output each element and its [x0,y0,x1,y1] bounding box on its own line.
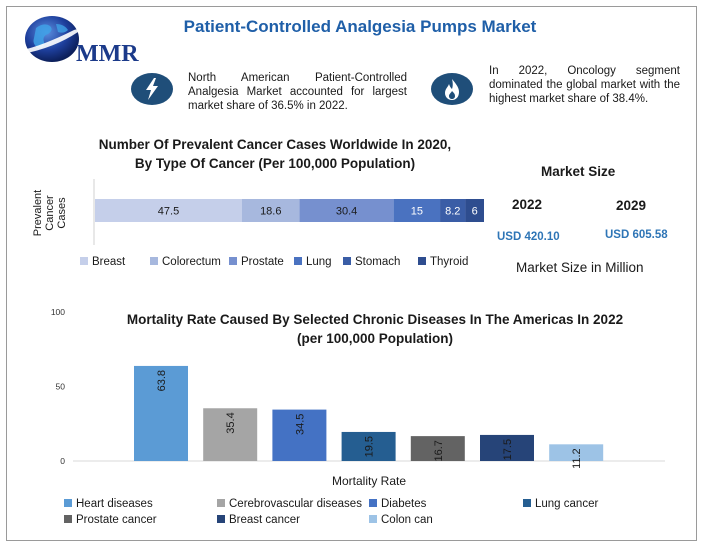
mortality-bar-label-diabetes: 34.5 [294,414,306,435]
mortality-bar-label-breast-cancer: 17.5 [502,439,514,460]
cancer-legend-label-thyroid: Thyroid [430,256,468,268]
mortality-legend-label-heart-diseases: Heart diseases [76,498,153,510]
cancer-chart-title-line-2: By Type Of Cancer (Per 100,000 Populatio… [134,156,416,171]
mortality-bar-cerebrovascular-diseases [203,408,258,461]
mortality-legend-swatch-lung-cancer [523,499,531,507]
mortality-bar-colon-can [549,444,604,461]
mortality-bar-label-lung-cancer: 19.5 [364,436,376,457]
market-size-unit: Market Size in Million [516,260,644,275]
cancer-bar-label-prostate: 30.4 [336,206,357,218]
lightning-icon [146,78,158,100]
cancer-bar-segment-prostate [299,199,394,222]
mortality-bar-diabetes [272,409,327,461]
mortality-legend-swatch-colon-can [369,515,377,523]
mortality-bar-label-colon-can: 11.2 [571,448,583,469]
cancer-legend-label-colorectum: Colorectum [162,256,221,268]
mortality-legend-label-lung-cancer: Lung cancer [535,498,598,510]
lightning-icon-badge [131,73,173,105]
cancer-bar-segment-stomach [440,199,466,222]
cancer-legend-swatch-thyroid [418,257,426,265]
cancer-legend-swatch-lung [294,257,302,265]
cancer-bar-segment-colorectum [241,199,300,222]
mortality-legend-swatch-breast-cancer [217,515,225,523]
mortality-legend-swatch-prostate-cancer [64,515,72,523]
mortality-bar-prostate-cancer [410,436,465,461]
cancer-bar-label-colorectum: 18.6 [260,206,281,218]
mortality-bar-label-prostate-cancer: 16.7 [433,440,445,461]
cancer-bar-label-stomach: 8.2 [445,206,460,218]
flame-icon [445,79,459,100]
mortality-ytick-100: 100 [51,307,65,317]
cancer-legend-swatch-breast [80,257,88,265]
mortality-bar-label-heart-diseases: 63.8 [156,370,168,391]
cancer-cases-chart: PrevalentCancerCases 47.5 18.6 30.4 15 8.2 6 Br… [32,179,484,268]
note-right: In 2022, Oncology segment dominated the … [489,65,680,105]
mortality-legend-swatch-cerebrovascular-diseases [217,499,225,507]
cancer-chart-title: Number Of Prevalent Cancer Cases Worldwi… [80,135,470,173]
mortality-legend-label-diabetes: Diabetes [381,498,427,510]
cancer-legend-swatch-prostate [229,257,237,265]
market-size-year-2022: 2022 [512,197,543,212]
cancer-legend-label-breast: Breast [92,256,126,268]
cancer-bar-label-breast: 47.5 [158,206,179,218]
mortality-legend-label-prostate-cancer: Prostate cancer [76,514,157,526]
logo-text: MMR [76,41,139,67]
cancer-bar-segment-lung [393,199,441,222]
mortality-bar-heart-diseases [134,365,188,461]
cancer-bar-segment-thyroid [465,199,484,222]
market-size-title: Market Size [541,164,616,179]
mortality-chart-title-line-2: (per 100,000 Population) [296,331,454,346]
mortality-legend-label-colon-can: Colon can [381,514,433,526]
cancer-legend-swatch-colorectum [150,257,158,265]
cancer-chart-title-line-1: Number Of Prevalent Cancer Cases Worldwi… [98,137,452,152]
note-left: North American Patient-Controlled Analge… [188,72,407,112]
mortality-chart-title-line-1: Mortality Rate Caused By Selected Chroni… [126,312,624,327]
mortality-legend-swatch-diabetes [369,499,377,507]
cancer-bar-segment-breast [95,199,242,222]
market-size-value-2029: USD 605.58 [605,229,668,241]
mortality-legend-swatch-heart-diseases [64,499,72,507]
market-size-value-2022: USD 420.10 [497,231,560,243]
cancer-legend-label-lung: Lung [306,256,332,268]
cancer-chart-ylabel: PrevalentCancerCases [32,190,68,236]
mortality-bar-breast-cancer [480,434,534,461]
mortality-xlabel: Mortality Rate [332,474,406,488]
mortality-rate-chart: 0 50 100 63.8 35.4 34.5 19.5 16.7 17.5 11.2 Mortal… [51,307,665,526]
mortality-ytick-50: 50 [56,382,66,392]
mortality-bar-lung-cancer [341,431,396,461]
cancer-bar-label-thyroid: 6 [472,206,478,218]
mortality-legend-label-breast-cancer: Breast cancer [229,514,300,526]
mortality-legend-label-cerebrovascular-diseases: Cerebrovascular diseases [229,498,362,510]
cancer-legend-swatch-stomach [343,257,351,265]
globe-icon [22,16,79,62]
page-title: Patient-Controlled Analgesia Pumps Marke… [183,17,537,36]
mortality-ytick-0: 0 [60,456,65,466]
mortality-chart-title: Mortality Rate Caused By Selected Chroni… [95,310,655,348]
market-size-year-2029: 2029 [616,198,647,213]
cancer-bar-label-lung: 15 [411,206,423,218]
flame-icon-badge [431,73,473,105]
cancer-legend-label-stomach: Stomach [355,256,400,268]
mortality-bar-label-cerebrovascular-diseases: 35.4 [225,412,237,433]
cancer-legend-label-prostate: Prostate [241,256,284,268]
mmr-logo: MMR [12,14,152,70]
